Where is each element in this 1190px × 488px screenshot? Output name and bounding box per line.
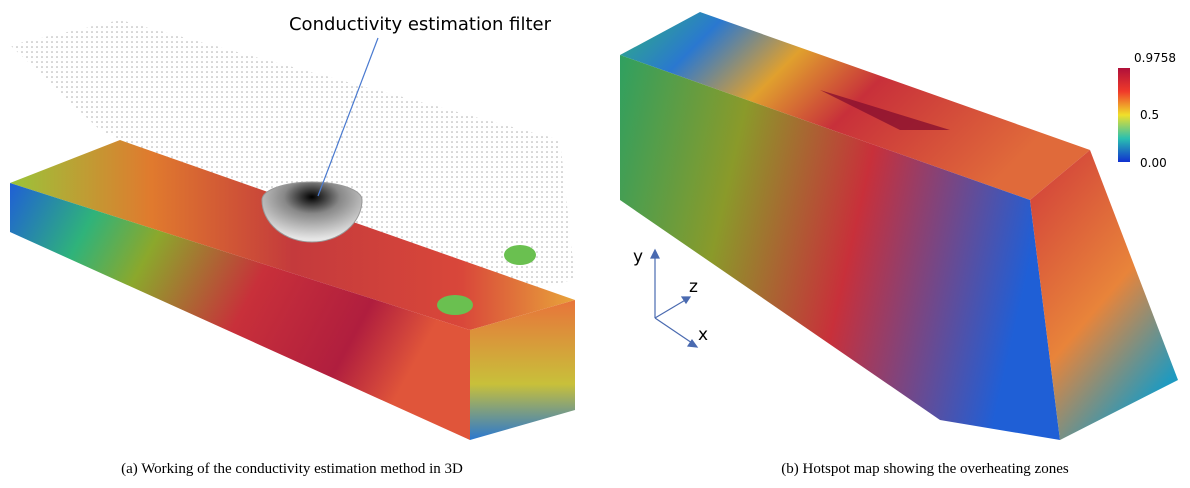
axis-label: x bbox=[698, 325, 708, 345]
point-cloud bbox=[10, 20, 575, 300]
colorbar-mid: 0.5 bbox=[1140, 108, 1159, 122]
caption: (b) Hotspot map showing the overheating … bbox=[781, 461, 1069, 477]
axis-x bbox=[654, 317, 696, 346]
axes-triad bbox=[650, 248, 699, 348]
block-end bbox=[470, 300, 575, 440]
axis-z bbox=[654, 298, 688, 319]
caption: (a) Working of the conductivity estimati… bbox=[121, 461, 463, 477]
hotspot bbox=[504, 245, 536, 265]
axis-label: z bbox=[689, 277, 698, 297]
axis-label: y bbox=[633, 247, 643, 267]
hotspot bbox=[437, 295, 473, 315]
filter-hemisphere bbox=[261, 181, 363, 243]
arrow-head bbox=[650, 248, 660, 259]
annotation: Conductivity estimation filter bbox=[289, 14, 552, 35]
colorbar-max: 0.9758 bbox=[1134, 51, 1176, 65]
block-front bbox=[620, 55, 1060, 440]
hole bbox=[820, 90, 950, 130]
arrow-head bbox=[686, 338, 699, 348]
colorbar-min: 0.00 bbox=[1140, 156, 1167, 170]
panel-b: 0.9758 0.5 0.00 y z x (b) Hotspot map sh… bbox=[620, 12, 1178, 477]
arrow-head bbox=[680, 296, 692, 305]
annotation-line bbox=[317, 37, 379, 197]
panel-a: Conductivity estimation filter (a) Worki… bbox=[10, 14, 575, 477]
colorbar bbox=[1118, 68, 1130, 162]
block-slope bbox=[1030, 150, 1178, 440]
block-front bbox=[10, 183, 470, 440]
